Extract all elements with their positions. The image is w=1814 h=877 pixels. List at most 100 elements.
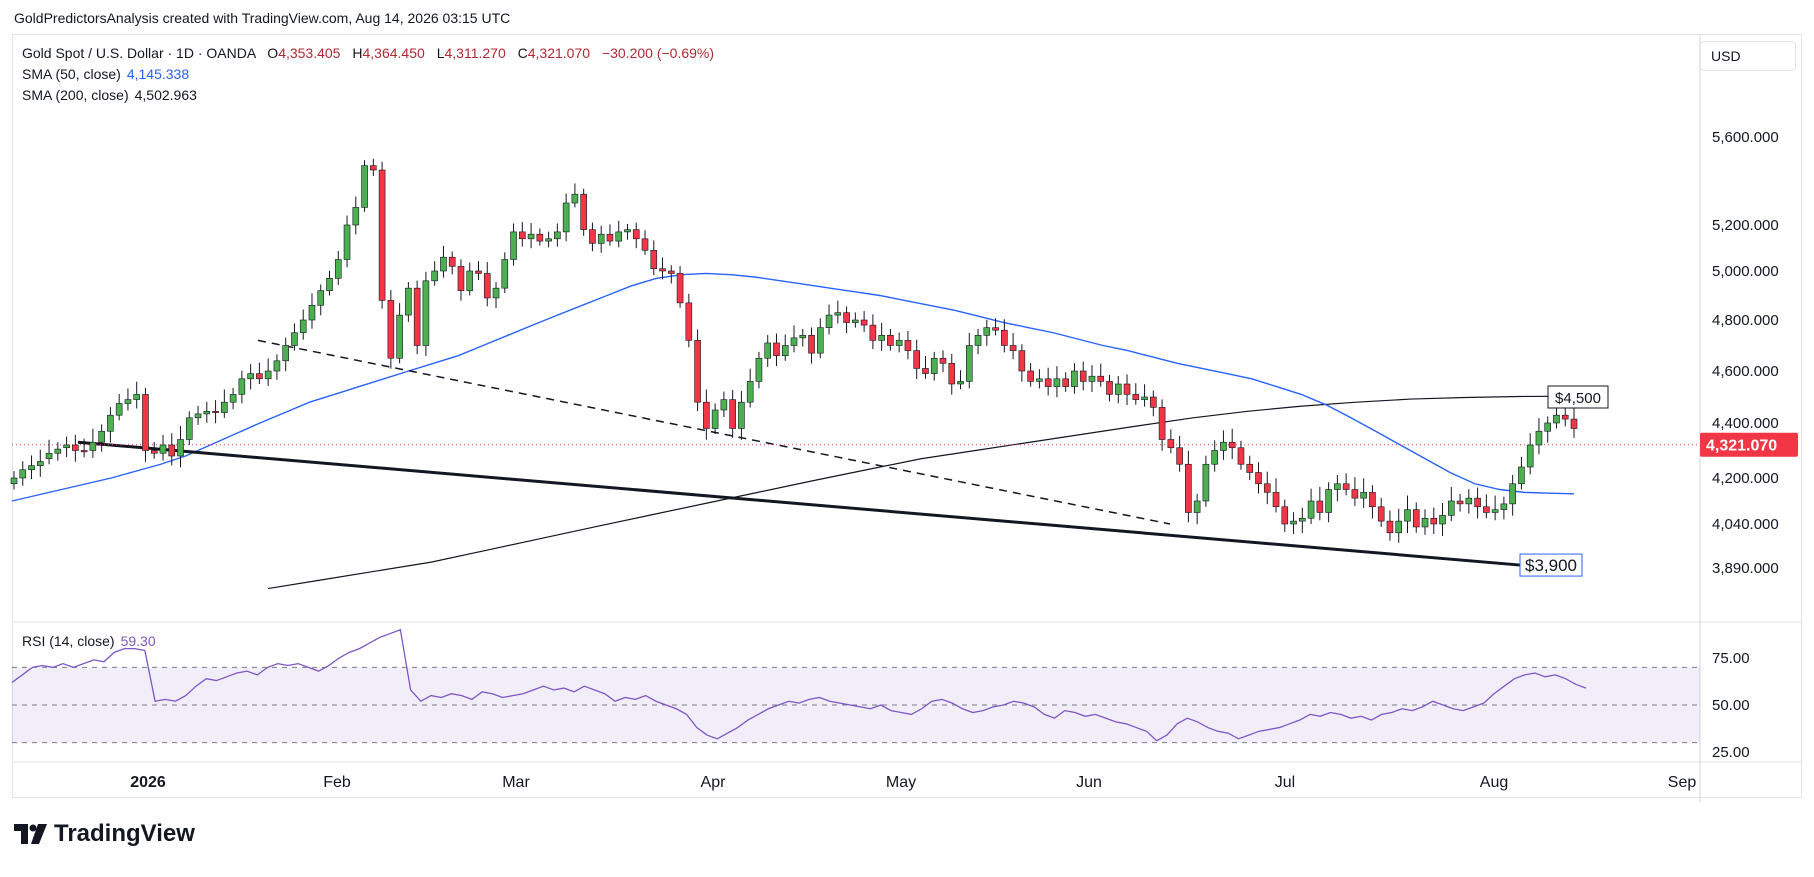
currency-button[interactable]: USD bbox=[1700, 41, 1796, 71]
candle-up bbox=[834, 312, 842, 316]
candle-up bbox=[895, 340, 903, 346]
candle-up bbox=[124, 399, 132, 404]
candle-up bbox=[185, 417, 193, 440]
candle-down bbox=[1167, 439, 1175, 449]
candle-down bbox=[1097, 375, 1105, 382]
price-annotation-label: $3,900 bbox=[1525, 556, 1577, 575]
candle-down bbox=[1009, 345, 1017, 351]
candle-up bbox=[799, 334, 807, 339]
candle-up bbox=[334, 259, 342, 279]
time-tick-label: Apr bbox=[701, 774, 727, 791]
candle-up bbox=[720, 399, 728, 411]
sma200-legend[interactable]: SMA (200, close) 4,502.963 bbox=[22, 87, 197, 103]
candle-down bbox=[1342, 483, 1350, 490]
candle-up bbox=[89, 441, 97, 451]
time-tick-label: 2026 bbox=[130, 774, 166, 791]
rsi-value: 59.30 bbox=[120, 633, 156, 649]
candle-up bbox=[562, 202, 570, 233]
candle-up bbox=[1500, 503, 1508, 510]
candle-down bbox=[1062, 378, 1069, 387]
high-value: 4,364.450 bbox=[362, 45, 425, 61]
candle-down bbox=[668, 270, 675, 274]
time-tick-label: Sep bbox=[1668, 774, 1697, 791]
candle-down bbox=[1132, 394, 1140, 400]
candle-up bbox=[764, 342, 772, 359]
chart-frame bbox=[12, 34, 1802, 798]
candle-up bbox=[1526, 444, 1534, 468]
candle-up bbox=[1325, 489, 1332, 513]
candle-up bbox=[221, 401, 228, 413]
candle-up bbox=[597, 233, 605, 244]
candle-up bbox=[1211, 450, 1218, 465]
candle-down bbox=[808, 334, 815, 354]
candle-up bbox=[711, 409, 719, 429]
candle-down bbox=[1158, 407, 1166, 440]
rsi-label: RSI (14, close) bbox=[22, 633, 115, 649]
candle-up bbox=[238, 378, 246, 395]
price-tick-label: 4,600.000 bbox=[1712, 363, 1779, 380]
candle-up bbox=[852, 319, 859, 323]
price-annotation-label: $4,500 bbox=[1555, 390, 1601, 407]
candle-down bbox=[1570, 418, 1578, 429]
candle-down bbox=[448, 256, 456, 267]
annotations: $4,500 $3,900 bbox=[1519, 385, 1609, 577]
candle-up bbox=[1036, 378, 1043, 382]
candle-up bbox=[1307, 500, 1315, 519]
tradingview-logo[interactable]: TradingView bbox=[14, 820, 195, 848]
price-tick-label: 4,800.000 bbox=[1712, 312, 1779, 329]
candle-up bbox=[422, 280, 430, 346]
candle-down bbox=[1123, 383, 1131, 395]
candle-down bbox=[1027, 370, 1034, 382]
current-price-label: 4,321.070 bbox=[1706, 438, 1777, 455]
candle-down bbox=[922, 368, 929, 374]
candle-up bbox=[54, 448, 62, 454]
candle-down bbox=[1018, 350, 1026, 372]
candle-up bbox=[527, 233, 535, 240]
candle-up bbox=[1193, 500, 1201, 513]
symbol-title: Gold Spot / U.S. Dollar · 1D · OANDA bbox=[22, 45, 256, 61]
candle-up bbox=[624, 229, 631, 233]
candle-up bbox=[1518, 466, 1525, 485]
candle-up bbox=[957, 381, 964, 385]
candle-up bbox=[738, 401, 745, 429]
candle-up bbox=[1071, 370, 1078, 387]
candle-up bbox=[291, 332, 298, 346]
candle-up bbox=[974, 334, 982, 346]
rsi-pane bbox=[11, 628, 1700, 744]
candle-down bbox=[869, 324, 877, 341]
candle-up bbox=[36, 461, 44, 466]
candle-up bbox=[1465, 497, 1473, 505]
candle-up bbox=[1535, 430, 1543, 446]
dashed-trendline bbox=[257, 339, 1171, 525]
candle-up bbox=[1088, 375, 1096, 382]
candles-layer bbox=[10, 158, 1578, 543]
candle-down bbox=[606, 233, 614, 242]
candle-down bbox=[1430, 517, 1438, 525]
candle-down bbox=[843, 312, 850, 323]
price-annotation-box bbox=[1547, 385, 1609, 409]
candle-down bbox=[676, 273, 684, 304]
price-tick-label: 4,400.000 bbox=[1712, 415, 1779, 432]
candle-down bbox=[650, 250, 658, 270]
candle-up bbox=[273, 360, 281, 372]
candle-up bbox=[1553, 414, 1560, 424]
candle-down bbox=[589, 229, 596, 244]
candle-down bbox=[413, 287, 421, 346]
candle-up bbox=[28, 465, 35, 471]
rsi-legend[interactable]: RSI (14, close) 59.30 bbox=[22, 633, 156, 649]
candle-down bbox=[887, 334, 894, 346]
candle-down bbox=[378, 169, 386, 301]
candle-up bbox=[299, 319, 307, 334]
candle-up bbox=[159, 444, 167, 454]
candle-down bbox=[150, 450, 158, 454]
candle-up bbox=[247, 373, 254, 380]
sma50-line bbox=[11, 272, 1575, 502]
candle-down bbox=[694, 340, 701, 403]
candle-down bbox=[1228, 441, 1236, 449]
sma50-label: SMA (50, close) bbox=[22, 66, 121, 82]
candle-up bbox=[554, 231, 561, 240]
candle-up bbox=[1220, 441, 1227, 451]
change-value: −30.200 (−0.69%) bbox=[601, 45, 715, 61]
sma50-legend[interactable]: SMA (50, close) 4,145.338 bbox=[22, 66, 189, 82]
